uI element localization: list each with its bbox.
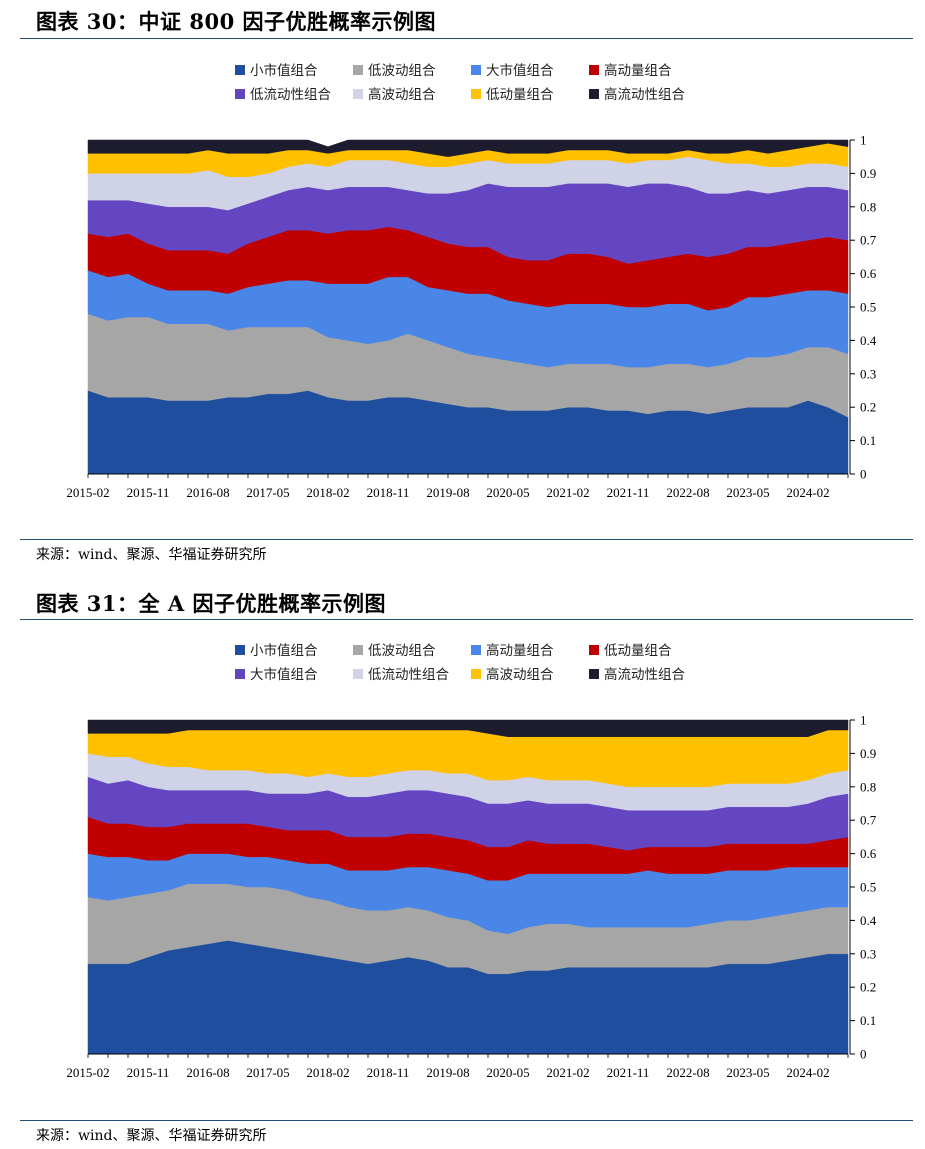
figure-title-30: 图表 30：中证 800 因子优胜概率示例图: [36, 9, 436, 34]
chart-30: 小市值组合 低波动组合 大市值组合 高动量组合低流动性组合 高波动组合 低动量组合 高流动性…: [20, 42, 913, 504]
x-tick-label: 2021-11: [607, 1065, 650, 1080]
title-rule-31: [20, 619, 913, 620]
legend-swatch-5: [235, 669, 245, 679]
legend-swatch-2: [353, 65, 363, 75]
legend-label-8: 高流动性组合: [604, 666, 685, 683]
legend-swatch-8: [589, 669, 599, 679]
x-tick-label: 2023-05: [726, 1065, 769, 1080]
series-area-8: [87, 139, 849, 157]
x-tick-label: 2023-05: [726, 485, 769, 500]
y-tick-label: 1: [860, 713, 867, 728]
y-tick-label: 0: [860, 467, 867, 482]
legend-swatch-8: [589, 89, 599, 99]
series-area-8: [87, 719, 849, 737]
x-tick-label: 2015-11: [127, 1065, 170, 1080]
legend-swatch-6: [353, 669, 363, 679]
y-tick-label: 0: [860, 1047, 867, 1062]
x-tick-label: 2016-08: [186, 485, 229, 500]
y-tick-label: 0.7: [860, 813, 877, 828]
legend-swatch-2: [353, 645, 363, 655]
x-tick-label: 2018-02: [306, 1065, 349, 1080]
x-tick-label: 2021-02: [546, 485, 589, 500]
y-tick-label: 1: [860, 133, 867, 148]
y-tick-label: 0.5: [860, 300, 876, 315]
x-tick-label: 2018-11: [367, 1065, 410, 1080]
x-tick-label: 2022-08: [666, 1065, 709, 1080]
y-tick-label: 0.7: [860, 233, 877, 248]
y-tick-label: 0.5: [860, 880, 876, 895]
y-tick-label: 0.2: [860, 980, 876, 995]
y-tick-label: 0.1: [860, 433, 876, 448]
x-tick-label: 2020-05: [486, 485, 529, 500]
y-tick-label: 0.6: [860, 846, 877, 861]
x-tick-label: 2018-11: [367, 485, 410, 500]
legend-swatch-7: [471, 89, 481, 99]
y-tick-label: 0.2: [860, 400, 876, 415]
y-tick-label: 0.6: [860, 266, 877, 281]
y-tick-label: 0.9: [860, 166, 876, 181]
legend-swatch-3: [471, 65, 481, 75]
legend-swatch-5: [235, 89, 245, 99]
legend-label-2: 低波动组合: [368, 643, 436, 659]
legend-label-3: 高动量组合: [486, 642, 554, 659]
legend-swatch-7: [471, 669, 481, 679]
x-tick-label: 2015-02: [66, 1065, 109, 1080]
chart-31: 小市值组合 低波动组合 高动量组合 低动量组合大市值组合 低流动性组合 高波动组合 高流动性…: [20, 622, 913, 1084]
x-tick-label: 2022-08: [666, 485, 709, 500]
legend-label-6: 低流动性组合: [368, 667, 449, 683]
y-tick-label: 0.8: [860, 779, 876, 794]
y-tick-label: 0.4: [860, 913, 877, 928]
x-tick-label: 2015-11: [127, 485, 170, 500]
legend-label-5: 低流动性组合: [250, 87, 331, 103]
x-tick-label: 2017-05: [246, 1065, 289, 1080]
x-tick-label: 2020-05: [486, 1065, 529, 1080]
source-note-30: 来源：wind、聚源、华福证券研究所: [36, 547, 267, 563]
legend-swatch-1: [235, 645, 245, 655]
source-note-31: 来源：wind、聚源、华福证券研究所: [36, 1128, 267, 1144]
y-tick-label: 0.9: [860, 746, 876, 761]
legend-label-2: 低波动组合: [368, 63, 436, 79]
x-tick-label: 2019-08: [426, 485, 469, 500]
y-tick-label: 0.3: [860, 366, 876, 381]
figure-title-31: 图表 31：全 A 因子优胜概率示例图: [36, 591, 386, 616]
legend-label-8: 高流动性组合: [604, 86, 685, 103]
x-tick-label: 2016-08: [186, 1065, 229, 1080]
legend-swatch-1: [235, 65, 245, 75]
legend-swatch-4: [589, 645, 599, 655]
legend-label-1: 小市值组合: [250, 642, 318, 659]
legend-label-7: 高波动组合: [486, 666, 554, 683]
legend-label-4: 低动量组合: [604, 643, 672, 659]
x-tick-label: 2021-02: [546, 1065, 589, 1080]
legend-label-3: 大市值组合: [486, 62, 554, 79]
y-tick-label: 0.3: [860, 946, 876, 961]
title-rule-30: [20, 38, 913, 39]
x-tick-label: 2021-11: [607, 485, 650, 500]
x-tick-label: 2019-08: [426, 1065, 469, 1080]
legend-swatch-4: [589, 65, 599, 75]
legend-label-4: 高动量组合: [604, 62, 672, 79]
source-rule-30: [20, 539, 913, 540]
x-tick-label: 2017-05: [246, 485, 289, 500]
legend-label-1: 小市值组合: [250, 62, 318, 79]
source-rule-31: [20, 1120, 913, 1121]
legend-label-5: 大市值组合: [250, 666, 318, 683]
x-tick-label: 2024-02: [786, 485, 829, 500]
legend-swatch-6: [353, 89, 363, 99]
x-tick-label: 2018-02: [306, 485, 349, 500]
legend-swatch-3: [471, 645, 481, 655]
y-tick-label: 0.8: [860, 199, 876, 214]
legend-label-7: 低动量组合: [486, 87, 554, 103]
legend-label-6: 高波动组合: [368, 86, 436, 103]
y-tick-label: 0.4: [860, 333, 877, 348]
x-tick-label: 2015-02: [66, 485, 109, 500]
x-tick-label: 2024-02: [786, 1065, 829, 1080]
y-tick-label: 0.1: [860, 1013, 876, 1028]
